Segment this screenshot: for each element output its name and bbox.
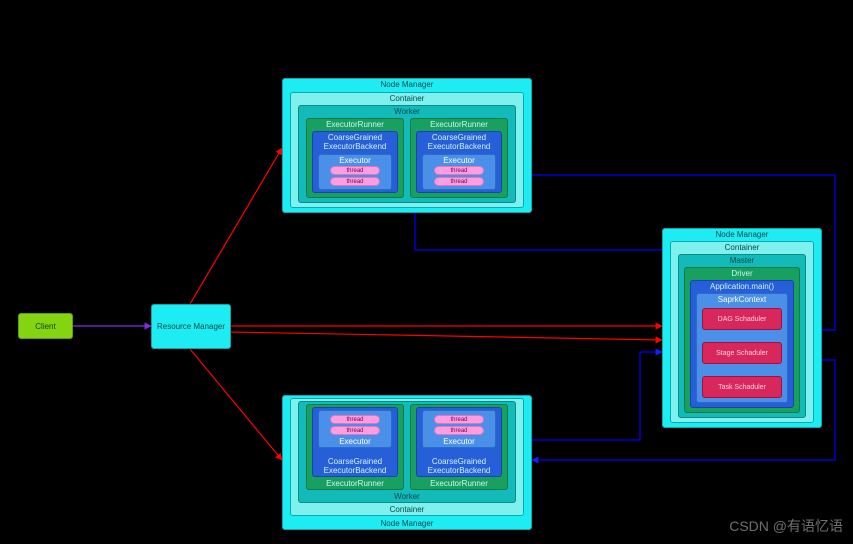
node-label-nm3_sc: SaprkContext [697, 295, 787, 304]
node-label-cg1a: CoarseGrained ExecutorBackend [313, 133, 397, 151]
watermark: CSDN @有语忆语 [729, 516, 843, 536]
node-stage: Stage Schaduler [702, 342, 782, 364]
node-label-cg2b: CoarseGrained ExecutorBackend [417, 457, 501, 475]
node-label-nm3_master: Master [679, 256, 805, 265]
node-label-nm2: Node Manager [283, 519, 531, 528]
edge-7 [532, 352, 662, 440]
node-label-er1a: ExecutorRunner [307, 120, 403, 129]
node-label-nm1_container: Container [291, 94, 523, 103]
node-rm: Resource Manager [151, 304, 231, 349]
edge-1 [190, 148, 282, 304]
node-label-nm3: Node Manager [663, 230, 821, 239]
node-label-nm3_app: Application.main() [691, 282, 793, 291]
node-label-cg1b: CoarseGrained ExecutorBackend [417, 133, 501, 151]
node-label-er2b: ExecutorRunner [411, 479, 507, 488]
node-label-nm3_driver: Driver [685, 269, 799, 278]
node-label-nm2_worker: Worker [299, 492, 515, 501]
node-label-nm2_container: Container [291, 505, 523, 514]
node-th1a2: thread [330, 177, 380, 186]
node-client: Client [18, 313, 73, 339]
node-label-ex2b: Executor [423, 437, 495, 446]
node-label-er1b: ExecutorRunner [411, 120, 507, 129]
node-label-ex1a: Executor [319, 156, 391, 165]
node-th2a1: thread [330, 415, 380, 424]
node-th2b1: thread [434, 415, 484, 424]
node-task: Task Schaduler [702, 376, 782, 398]
node-dag: DAG Schaduler [702, 308, 782, 330]
node-label-er2a: ExecutorRunner [307, 479, 403, 488]
node-th2a2: thread [330, 426, 380, 435]
node-label-cg2a: CoarseGrained ExecutorBackend [313, 457, 397, 475]
node-th1b2: thread [434, 177, 484, 186]
node-th1a1: thread [330, 166, 380, 175]
node-label-rm: Resource Manager [152, 322, 230, 331]
node-label-ex2a: Executor [319, 437, 391, 446]
node-label-nm1: Node Manager [283, 80, 531, 89]
node-label-ex1b: Executor [423, 156, 495, 165]
edge-8 [231, 332, 662, 340]
node-th2b2: thread [434, 426, 484, 435]
node-label-nm1_worker: Worker [299, 107, 515, 116]
node-label-nm3_container: Container [671, 243, 813, 252]
edge-6 [415, 213, 684, 250]
node-label-client: Client [19, 322, 72, 331]
edge-2 [190, 349, 282, 460]
node-th1b1: thread [434, 166, 484, 175]
